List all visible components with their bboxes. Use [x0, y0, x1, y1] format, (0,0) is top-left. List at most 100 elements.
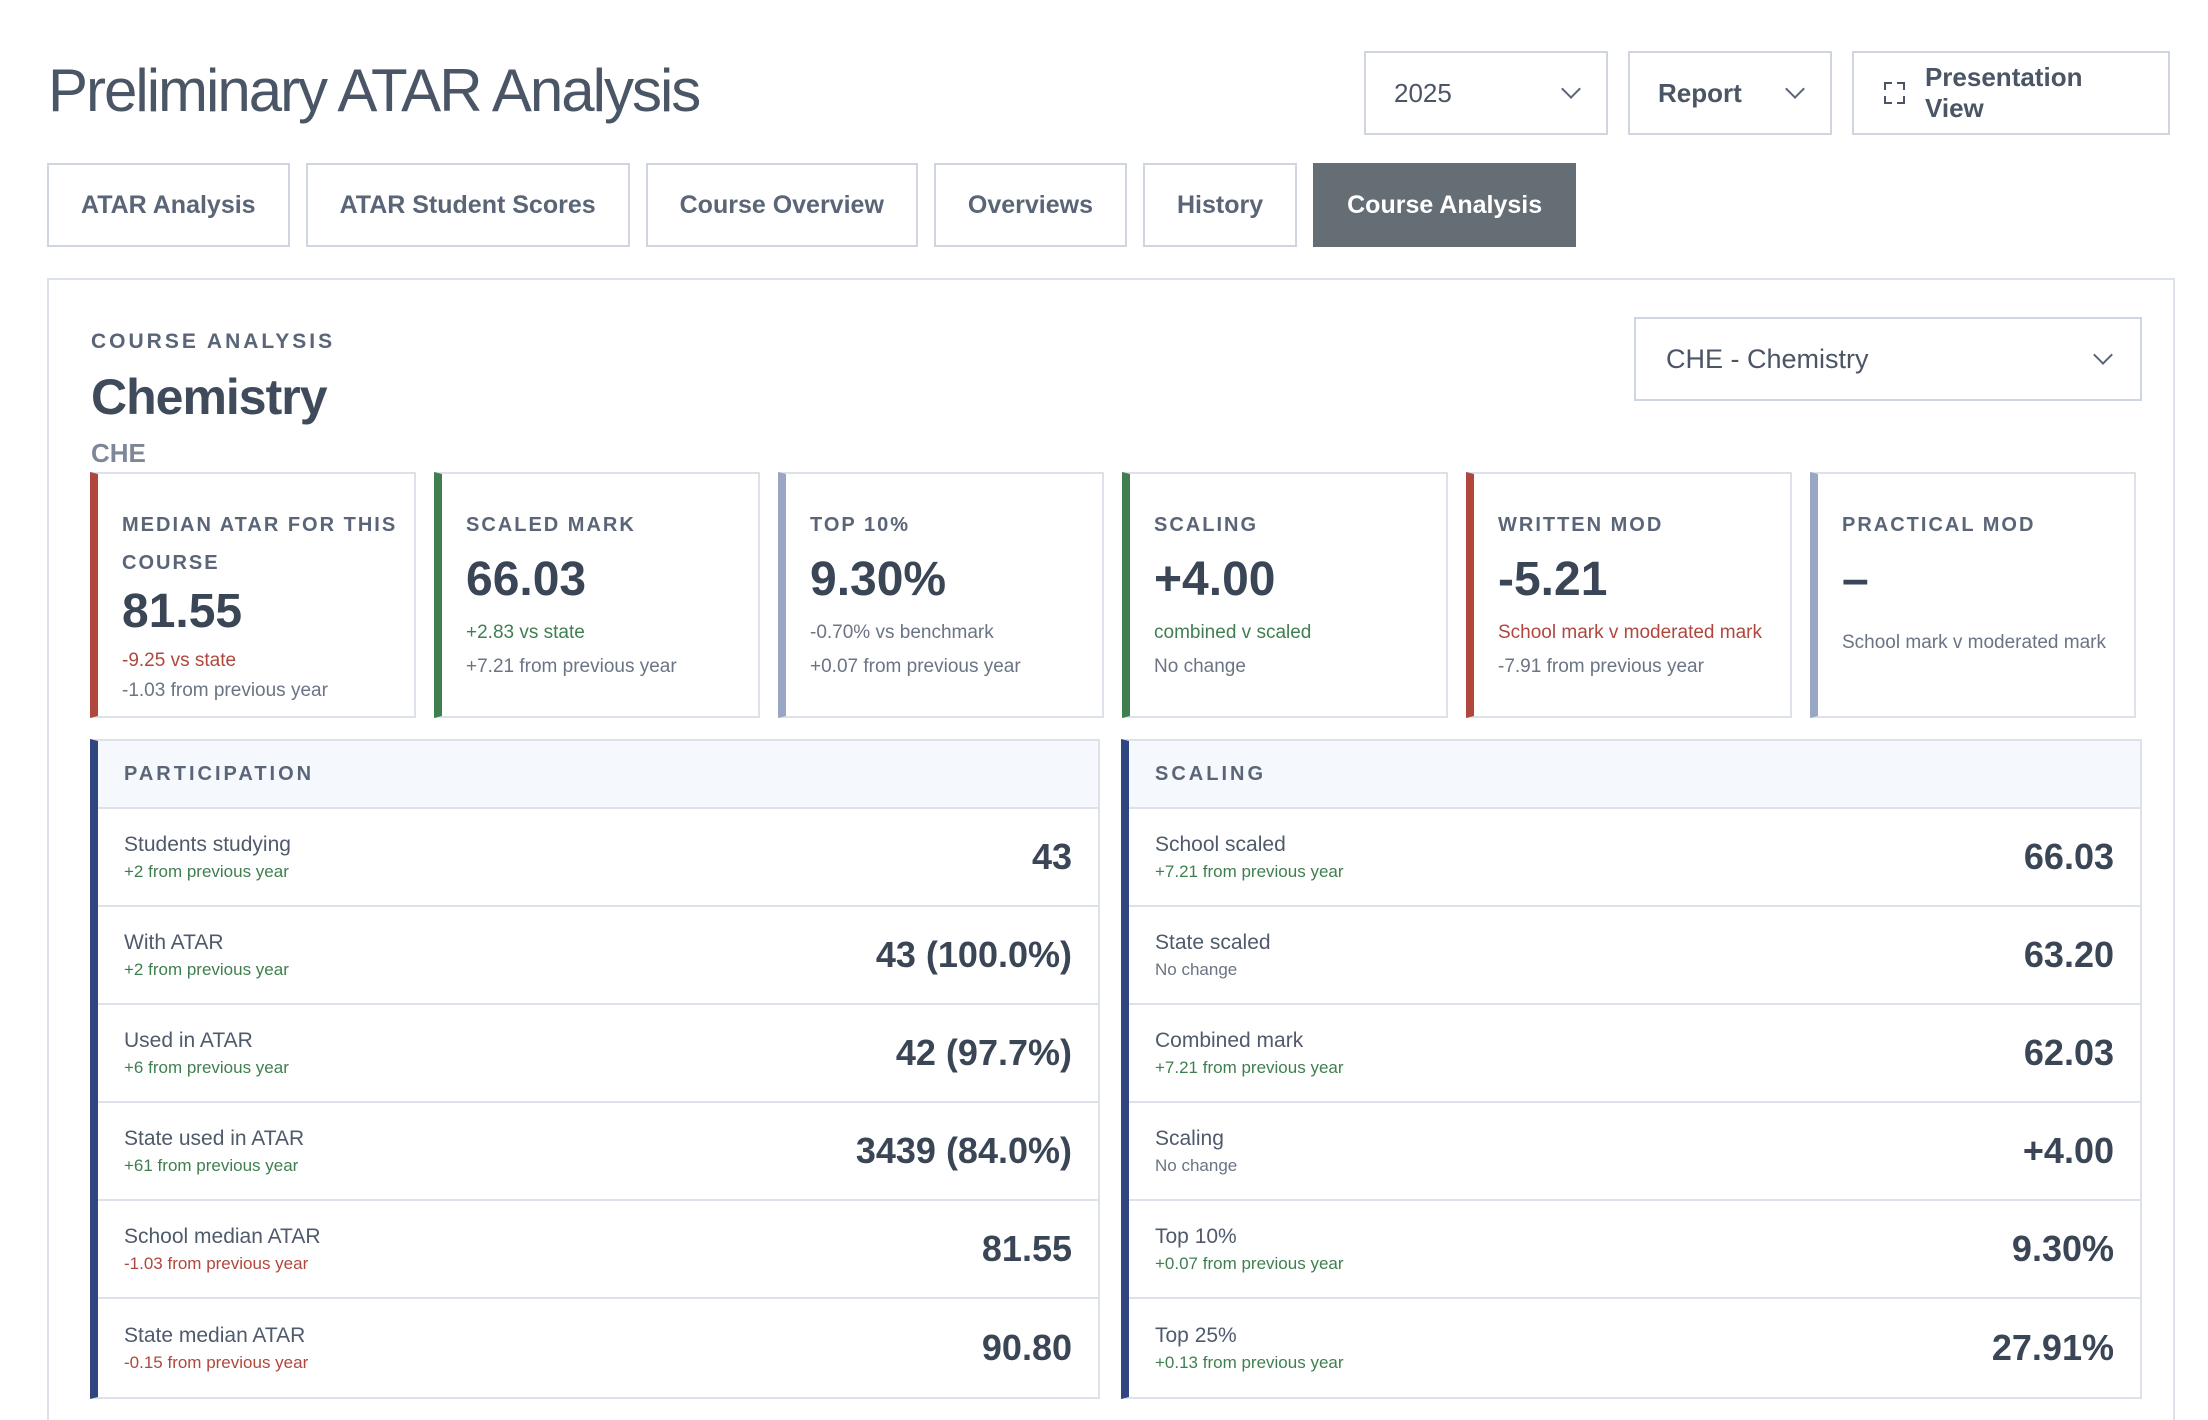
row-change: -0.15 from previous year	[124, 1353, 309, 1372]
row-label: School median ATAR	[124, 1225, 321, 1248]
table-row: School scaled +7.21 from previous year 66…	[1129, 809, 2140, 907]
scaling-header: SCALING	[1129, 741, 2140, 809]
kpi-value: 9.30%	[810, 553, 947, 606]
course-selector-value: CHE - Chemistry	[1666, 343, 1869, 374]
row-change: +0.07 from previous year	[1155, 1254, 1344, 1273]
table-row: State used in ATAR +61 from previous year…	[98, 1103, 1098, 1201]
row-label: Used in ATAR	[124, 1029, 253, 1052]
kpi-cards: MEDIAN ATAR FOR THIS COURSE 81.55 -9.25 …	[90, 472, 2136, 718]
kpi-label: PRACTICAL MOD	[1842, 514, 2036, 536]
kpi-label: WRITTEN MOD	[1498, 514, 1664, 536]
table-row: Used in ATAR +6 from previous year 42 (97…	[98, 1005, 1098, 1103]
row-label: Combined mark	[1155, 1029, 1304, 1052]
table-row: Students studying +2 from previous year 4…	[98, 809, 1098, 907]
row-label: School scaled	[1155, 833, 1286, 856]
year-value: 2025	[1394, 77, 1452, 108]
row-value: 81.55	[981, 1228, 1072, 1269]
kpi-value: 66.03	[466, 553, 587, 606]
row-label: Scaling	[1155, 1127, 1224, 1150]
row-value: 9.30%	[2011, 1228, 2114, 1269]
kpi-comparison: combined v scaled	[1154, 622, 1312, 643]
tab-history[interactable]: History	[1142, 163, 1298, 247]
presentation-view-button[interactable]: Presentation View	[1852, 51, 2170, 135]
row-value: 90.80	[981, 1327, 1072, 1368]
tab-overviews[interactable]: Overviews	[933, 163, 1127, 247]
kpi-top-10: TOP 10% 9.30% -0.70% vs benchmark +0.07 …	[778, 472, 1104, 718]
row-value: 3439 (84.0%)	[855, 1130, 1072, 1171]
page-title: Preliminary ATAR Analysis	[48, 57, 701, 124]
row-value: 42 (97.7%)	[895, 1032, 1072, 1073]
report-label: Report	[1658, 77, 1742, 108]
row-value: 43	[1031, 836, 1072, 877]
expand-icon	[1884, 82, 1905, 104]
kpi-comparison: -9.25 vs state	[122, 650, 237, 671]
row-change: +7.21 from previous year	[1155, 1058, 1344, 1077]
course-analysis-panel: COURSE ANALYSIS Chemistry CHE CHE - Chem…	[47, 278, 2175, 1420]
chevron-down-icon	[1785, 79, 1805, 99]
course-selector[interactable]: CHE - Chemistry	[1634, 317, 2142, 401]
course-name: Chemistry	[91, 369, 328, 425]
row-value: 63.20	[2023, 934, 2114, 975]
row-change: +6 from previous year	[124, 1058, 289, 1077]
presentation-view-label: Presentation View	[1924, 62, 2083, 123]
row-value: +4.00	[2022, 1130, 2114, 1171]
kpi-change: -7.91 from previous year	[1498, 656, 1704, 677]
kpi-change: No change	[1154, 656, 1246, 677]
row-label: State median ATAR	[124, 1324, 306, 1347]
kpi-change: -1.03 from previous year	[122, 680, 328, 701]
kpi-scaling: SCALING +4.00 combined v scaled No chang…	[1122, 472, 1448, 718]
kpi-scaled-mark: SCALED MARK 66.03 +2.83 vs state +7.21 f…	[434, 472, 760, 718]
row-change: +61 from previous year	[124, 1156, 299, 1175]
row-value: 62.03	[2023, 1032, 2114, 1073]
kpi-value: 81.55	[122, 585, 243, 638]
tab-course-overview[interactable]: Course Overview	[645, 163, 918, 247]
kpi-change: +0.07 from previous year	[810, 656, 1021, 677]
report-dropdown[interactable]: Report	[1628, 51, 1832, 135]
kpi-median-atar: MEDIAN ATAR FOR THIS COURSE 81.55 -9.25 …	[90, 472, 416, 718]
row-change: +2 from previous year	[124, 960, 289, 979]
top-controls: 2025 Report Presentation View	[1364, 51, 2170, 135]
kpi-change: +7.21 from previous year	[466, 656, 677, 677]
row-change: No change	[1155, 960, 1238, 979]
row-change: No change	[1155, 1156, 1238, 1175]
kpi-practical-mod: PRACTICAL MOD – School mark v moderated …	[1810, 472, 2136, 718]
row-label: State scaled	[1155, 931, 1271, 954]
kpi-label: MEDIAN ATAR FOR THIS COURSE	[122, 514, 398, 574]
tab-atar-analysis[interactable]: ATAR Analysis	[47, 163, 290, 247]
table-row: Combined mark +7.21 from previous year 62…	[1129, 1005, 2140, 1103]
row-label: Top 10%	[1155, 1225, 1237, 1248]
table-row: School median ATAR -1.03 from previous ye…	[98, 1201, 1098, 1299]
course-code: CHE	[91, 438, 146, 468]
year-dropdown[interactable]: 2025	[1364, 51, 1608, 135]
kpi-label: TOP 10%	[810, 514, 910, 536]
row-change: -1.03 from previous year	[124, 1254, 309, 1273]
scaling-table: SCALING School scaled +7.21 from previous…	[1121, 739, 2142, 1399]
table-row: Top 10% +0.07 from previous year 9.30%	[1129, 1201, 2140, 1299]
kpi-comparison: -0.70% vs benchmark	[810, 622, 994, 643]
row-value: 66.03	[2023, 836, 2114, 877]
kpi-comparison: School mark v moderated mark	[1498, 622, 1762, 643]
row-label: Top 25%	[1155, 1324, 1237, 1347]
chevron-down-icon	[1561, 79, 1581, 99]
tab-course-analysis[interactable]: Course Analysis	[1313, 163, 1577, 247]
participation-table: PARTICIPATION Students studying +2 from p…	[90, 739, 1100, 1399]
table-row: State scaled No change 63.20	[1129, 907, 2140, 1005]
kpi-written-mod: WRITTEN MOD -5.21 School mark v moderate…	[1466, 472, 1792, 718]
row-change: +0.13 from previous year	[1155, 1353, 1344, 1372]
table-row: Scaling No change +4.00	[1129, 1103, 2140, 1201]
row-label: With ATAR	[124, 931, 224, 954]
tab-bar: ATAR Analysis ATAR Student Scores Course…	[47, 163, 1577, 247]
kpi-comparison: +2.83 vs state	[466, 622, 585, 643]
row-change: +2 from previous year	[124, 862, 289, 881]
table-row: Top 25% +0.13 from previous year 27.91%	[1129, 1299, 2140, 1397]
kpi-label: SCALED MARK	[466, 514, 636, 536]
kpi-value: +4.00	[1154, 553, 1276, 606]
table-row: With ATAR +2 from previous year 43 (100.0…	[98, 907, 1098, 1005]
row-label: State used in ATAR	[124, 1127, 305, 1150]
participation-header: PARTICIPATION	[98, 741, 1098, 809]
row-value: 27.91%	[1991, 1327, 2114, 1368]
kpi-label: SCALING	[1154, 514, 1258, 536]
kpi-comparison: School mark v moderated mark	[1842, 632, 2106, 653]
tab-atar-student-scores[interactable]: ATAR Student Scores	[305, 163, 630, 247]
chevron-down-icon	[2093, 345, 2113, 365]
